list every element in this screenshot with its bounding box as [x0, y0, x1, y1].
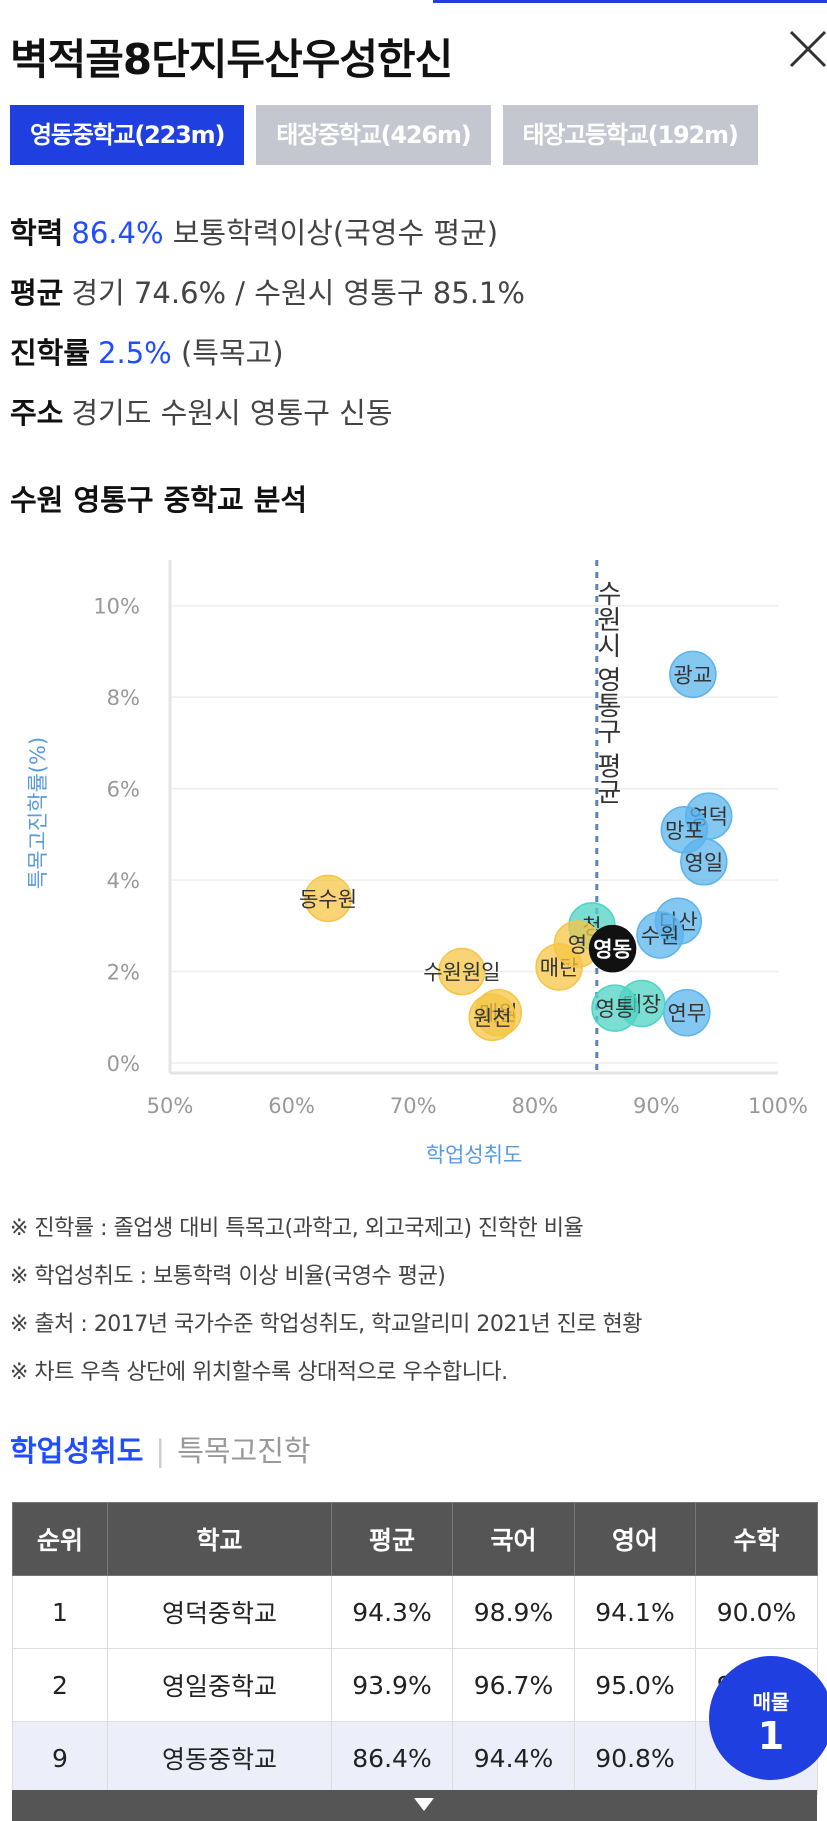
listings-count: 1 — [757, 1714, 785, 1758]
data-point — [591, 984, 639, 1032]
cell-english: 90.8% — [574, 1721, 696, 1795]
scatter-chart: 0% 2% 4% 6% 8% 10% 50% 60% 70% 80% 90% 100% 학업성취도 특목고… — [26, 560, 808, 1167]
col-korean: 국어 — [452, 1502, 575, 1576]
y-tick-label: 0% — [107, 1052, 140, 1076]
reference-line-label: 수원시 영통구 평균 — [592, 580, 622, 805]
cell-school: 영동중학교 — [107, 1721, 332, 1795]
data-point-label: 광교 — [674, 663, 713, 687]
data-point-label: 동수원 — [299, 887, 357, 911]
note-academic: ※ 학업성취도 : 보통학력 이상 비율(국영수 평균) — [10, 1264, 446, 1289]
note-hint: ※ 차트 우측 상단에 위치할수록 상대적으로 우수합니다. — [10, 1360, 508, 1385]
col-math: 수학 — [695, 1502, 818, 1576]
data-point — [468, 993, 516, 1042]
data-point-label: 망포 — [665, 819, 704, 843]
x-tick-label: 60% — [268, 1094, 315, 1118]
table-row-highlighted[interactable]: 9 영동중학교 86.4% 94.4% 90.8% — [12, 1721, 818, 1795]
listings-button[interactable]: 매물 1 — [709, 1656, 827, 1780]
data-point — [663, 988, 711, 1037]
info-address-label: 주소 — [10, 396, 64, 430]
data-point-label: 연무 — [667, 1002, 706, 1026]
y-tick-label: 10% — [93, 595, 140, 619]
table-header-row: 순위 학교 평균 국어 영어 수학 — [12, 1502, 818, 1576]
y-tick-label: 4% — [107, 869, 140, 893]
info-academic-label: 학력 — [10, 216, 64, 250]
expand-bar[interactable] — [12, 1790, 817, 1821]
x-tick-label: 100% — [748, 1094, 808, 1118]
cell-rank: 9 — [12, 1721, 108, 1795]
note-advance: ※ 진학률 : 졸업생 대비 특목고(과학고, 외고국제고) 진학한 비율 — [10, 1216, 584, 1241]
cell-korean: 94.4% — [452, 1721, 575, 1795]
cell-school: 영일중학교 — [107, 1648, 332, 1722]
cell-korean: 96.7% — [452, 1648, 575, 1722]
cell-math: 90.0% — [695, 1575, 818, 1649]
cell-rank: 1 — [12, 1575, 108, 1649]
col-school: 학교 — [107, 1502, 332, 1576]
info-address-value: 경기도 수원시 영통구 신동 — [71, 396, 393, 430]
close-icon — [789, 30, 827, 68]
tab-school-1[interactable]: 태장중학교(426m) — [256, 105, 491, 165]
info-academic-desc: 보통학력이상(국영수 평균) — [172, 216, 499, 250]
info-average: 평균 경기 74.6% / 수원시 영통구 85.1% — [10, 270, 525, 312]
x-tick-label: 70% — [390, 1094, 437, 1118]
page-title: 벽적골8단지두산우성한신 — [10, 35, 453, 84]
tab-school-2[interactable]: 태장고등학교(192m) — [502, 105, 758, 165]
info-address: 주소 경기도 수원시 영통구 신동 — [10, 390, 393, 432]
ranking-table: 순위 학교 평균 국어 영어 수학 1 영덕중학교 94.3% 98.9% 94… — [12, 1502, 818, 1795]
data-point-label: 영일 — [685, 851, 724, 875]
info-advance-desc: (특목고) — [180, 336, 284, 370]
ranking-tabs: 학업성취도 | 특목고진학 — [10, 1428, 311, 1470]
tab-school-0[interactable]: 영동중학교(223m) — [10, 105, 245, 165]
data-point-label: 영 — [568, 933, 587, 957]
top-accent-bar — [433, 0, 827, 3]
x-tick-label: 50% — [147, 1094, 194, 1118]
info-advance-value: 2.5% — [98, 336, 172, 370]
analysis-title: 수원 영통구 중학교 분석 — [10, 483, 308, 517]
cell-average: 86.4% — [331, 1721, 453, 1795]
info-advance: 진학률 2.5% (특목고) — [10, 330, 284, 372]
listings-label: 매물 — [752, 1690, 790, 1714]
cell-average: 93.9% — [331, 1648, 453, 1722]
data-point-label: 영동 — [593, 938, 632, 962]
cell-korean: 98.9% — [452, 1575, 575, 1649]
cell-english: 94.1% — [574, 1575, 696, 1649]
tab-academic[interactable]: 학업성취도 — [10, 1434, 144, 1468]
tab-special-school[interactable]: 특목고진학 — [177, 1434, 311, 1468]
cell-average: 94.3% — [331, 1575, 453, 1649]
cell-school: 영덕중학교 — [107, 1575, 332, 1649]
table-row[interactable]: 2 영일중학교 93.9% 96.7% 95.0% 90.0% — [12, 1648, 818, 1722]
school-tabs: 영동중학교(223m) 태장중학교(426m) 태장고등학교(192m) — [10, 105, 827, 165]
tab-separator: | — [155, 1434, 166, 1468]
data-point-label: 수원 — [641, 924, 680, 948]
data-point-label: 원천 — [473, 1006, 512, 1030]
info-advance-label: 진학률 — [10, 336, 91, 370]
info-academic-value: 86.4% — [71, 216, 164, 250]
y-axis-title: 특목고진학률(%) — [26, 737, 50, 889]
info-academic: 학력 86.4% 보통학력이상(국영수 평균) — [10, 210, 498, 252]
close-button[interactable] — [785, 26, 827, 72]
data-point — [438, 947, 486, 996]
data-point — [304, 874, 352, 923]
x-tick-label: 90% — [633, 1094, 680, 1118]
data-point — [636, 911, 684, 959]
col-average: 평균 — [331, 1502, 453, 1576]
col-rank: 순위 — [12, 1502, 108, 1576]
y-tick-label: 8% — [107, 686, 140, 710]
x-tick-label: 80% — [511, 1094, 558, 1118]
data-point — [680, 838, 728, 886]
chevron-down-icon — [414, 1798, 434, 1811]
y-tick-label: 2% — [107, 961, 140, 985]
col-english: 영어 — [574, 1502, 696, 1576]
info-average-label: 평균 — [10, 276, 64, 310]
data-point-label: 영통 — [596, 997, 635, 1021]
data-point — [669, 650, 717, 699]
data-point — [588, 924, 637, 973]
table-row[interactable]: 1 영덕중학교 94.3% 98.9% 94.1% 90.0% — [12, 1575, 818, 1649]
data-point-label: 수원원일 — [423, 961, 500, 985]
y-tick-label: 6% — [107, 778, 140, 802]
note-source: ※ 출처 : 2017년 국가수준 학업성취도, 학교알리미 2021년 진로 … — [10, 1312, 643, 1337]
info-average-value: 경기 74.6% / 수원시 영통구 85.1% — [71, 276, 525, 310]
cell-rank: 2 — [12, 1648, 108, 1722]
x-axis-title: 학업성취도 — [426, 1143, 523, 1167]
cell-english: 95.0% — [574, 1648, 696, 1722]
